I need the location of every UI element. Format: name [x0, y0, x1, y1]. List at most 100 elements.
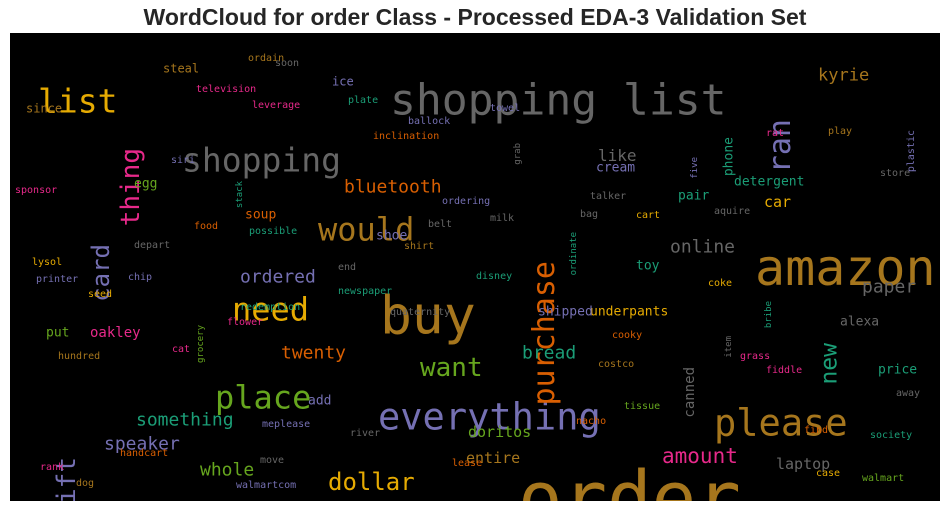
word-bread: bread	[522, 342, 576, 363]
word-want: want	[420, 353, 483, 383]
word-chip: chip	[128, 272, 152, 283]
word-possible: possible	[249, 226, 297, 237]
word-ordain: ordain	[248, 53, 284, 64]
word-gift: gift	[52, 457, 82, 501]
word-dollar: dollar	[328, 468, 415, 496]
word-seed: seed	[88, 289, 112, 300]
word-inclination: inclination	[373, 131, 439, 142]
word-card: card	[87, 244, 115, 302]
word-doritos: doritos	[468, 423, 531, 441]
word-plate: plate	[348, 95, 378, 106]
word-meplease: meplease	[262, 419, 310, 430]
word-new: new	[816, 343, 842, 385]
word-costco: costco	[598, 359, 634, 370]
word-printer: printer	[36, 274, 78, 285]
word-entire: entire	[466, 449, 520, 467]
word-sponsor: sponsor	[15, 185, 57, 196]
word-milk: milk	[490, 213, 514, 224]
word-handcart: handcart	[120, 448, 168, 459]
word-toy: toy	[636, 258, 660, 273]
word-walmartcom: walmartcom	[236, 480, 296, 491]
word-grass: grass	[740, 351, 770, 362]
word-plastic: plastic	[906, 130, 917, 172]
word-purchase: purchase	[527, 261, 562, 406]
word-coke: coke	[708, 278, 732, 289]
word-something: something	[136, 409, 234, 430]
word-belt: belt	[428, 219, 452, 230]
word-grocery: grocery	[196, 324, 206, 363]
word-item: item	[724, 336, 734, 358]
word-food: food	[194, 221, 218, 232]
word-walmart: walmart	[862, 473, 904, 484]
word-would: would	[318, 211, 414, 249]
word-cream: cream	[596, 160, 635, 175]
word-place: place	[215, 379, 311, 417]
word-rat: rat	[766, 128, 784, 139]
word-five: five	[690, 157, 700, 179]
word-cart: cart	[636, 210, 660, 221]
word-shipped: shipped	[538, 304, 593, 319]
word-fiddle: fiddle	[766, 365, 802, 376]
word-paper: paper	[862, 276, 916, 297]
word-talker: talker	[590, 191, 626, 202]
word-shopping: shopping	[182, 140, 341, 179]
word-thing: thing	[116, 148, 146, 226]
word-amazon: amazon	[755, 239, 936, 297]
word-whole: whole	[200, 459, 254, 480]
word-cooky: cooky	[612, 330, 642, 341]
word-bluetooth: bluetooth	[344, 176, 442, 197]
chart-title: WordCloud for order Class - Processed ED…	[143, 4, 807, 30]
word-river: river	[350, 428, 380, 439]
word-list: list	[38, 81, 117, 120]
word-soup: soup	[245, 207, 276, 222]
word-stack: stack	[235, 180, 245, 208]
word-detergent: detergent	[734, 174, 804, 189]
word-cat: cat	[172, 344, 190, 355]
word-newspaper: newspaper	[338, 286, 392, 297]
word-bribe: bribe	[764, 301, 774, 328]
word-shoe: shoe	[376, 228, 407, 243]
word-twenty: twenty	[281, 342, 346, 363]
word-towel: towel	[490, 103, 520, 114]
word-everything: everything	[378, 396, 601, 439]
wordcloud-canvas: order amazon shopping list buy everything ple…	[10, 33, 940, 501]
word-shirt: shirt	[404, 241, 434, 252]
word-grab: grab	[513, 143, 523, 165]
word-hundred: hundred	[58, 351, 100, 362]
word-amount: amount	[662, 444, 738, 468]
word-oakley: oakley	[90, 325, 141, 341]
word-shopping-list: shopping list	[390, 75, 727, 125]
word-pair: pair	[678, 188, 709, 203]
word-ballock: ballock	[408, 116, 450, 127]
word-buy: buy	[380, 285, 476, 346]
word-dog: dog	[76, 478, 94, 489]
word-phone: phone	[721, 137, 736, 176]
word-lysol: lysol	[32, 257, 62, 268]
word-ordering: ordering	[442, 196, 490, 207]
word-ice: ice	[332, 75, 354, 89]
word-canned: canned	[682, 367, 698, 418]
word-underpants: underpants	[590, 304, 668, 319]
wordcloud-svg: order amazon shopping list buy everything ple…	[15, 53, 936, 501]
word-laptop: laptop	[776, 455, 830, 473]
word-car: car	[764, 193, 791, 211]
word-kyrie: kyrie	[818, 66, 869, 86]
word-redemption: redemption	[240, 302, 300, 313]
word-tissue: tissue	[624, 401, 660, 412]
word-order: order	[518, 456, 741, 501]
word-like: like	[598, 146, 637, 165]
word-soon: soon	[275, 58, 299, 69]
word-egg: egg	[134, 176, 157, 191]
word-leverage: leverage	[252, 100, 300, 111]
word-please: please	[714, 402, 848, 445]
word-end: end	[338, 262, 356, 273]
word-steal: steal	[163, 62, 199, 76]
word-flower: flower	[227, 317, 263, 328]
word-move: move	[260, 455, 284, 466]
word-siri: siri	[171, 155, 195, 166]
word-store: store	[880, 168, 910, 179]
word-play: play	[828, 126, 852, 137]
word-away: away	[896, 388, 920, 399]
word-find: find	[804, 425, 828, 436]
word-bag: bag	[580, 209, 598, 220]
